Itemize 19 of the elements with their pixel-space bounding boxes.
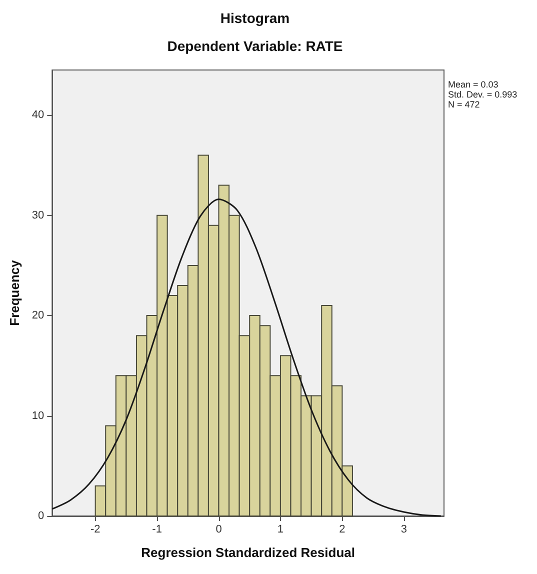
chart-title: Histogram <box>220 10 290 26</box>
y-tick-label: 20 <box>32 310 44 322</box>
x-tick-label: -1 <box>152 524 162 536</box>
y-tick-label: 10 <box>32 410 44 422</box>
text: N = 472 <box>448 100 480 110</box>
x-tick-label: 0 <box>216 524 222 536</box>
chart-subtitle: Dependent Variable: RATE <box>167 38 343 54</box>
text: Std. Dev. = 0.993 <box>448 90 518 100</box>
y-axis-title: Frequency <box>7 259 22 326</box>
x-tick-label: 2 <box>339 524 346 536</box>
x-tick-label: 3 <box>400 524 407 536</box>
text: Mean = 0.03 <box>448 80 498 90</box>
y-tick-label: 40 <box>32 109 44 122</box>
x-tick-label: -2 <box>90 524 100 536</box>
line-series <box>51 198 442 517</box>
x-axis-title: Regression Standardized Residual <box>141 545 355 560</box>
x-tick-label: 1 <box>277 524 284 536</box>
y-tick-label: 0 <box>38 510 44 522</box>
y-tick-label: 30 <box>32 209 44 222</box>
